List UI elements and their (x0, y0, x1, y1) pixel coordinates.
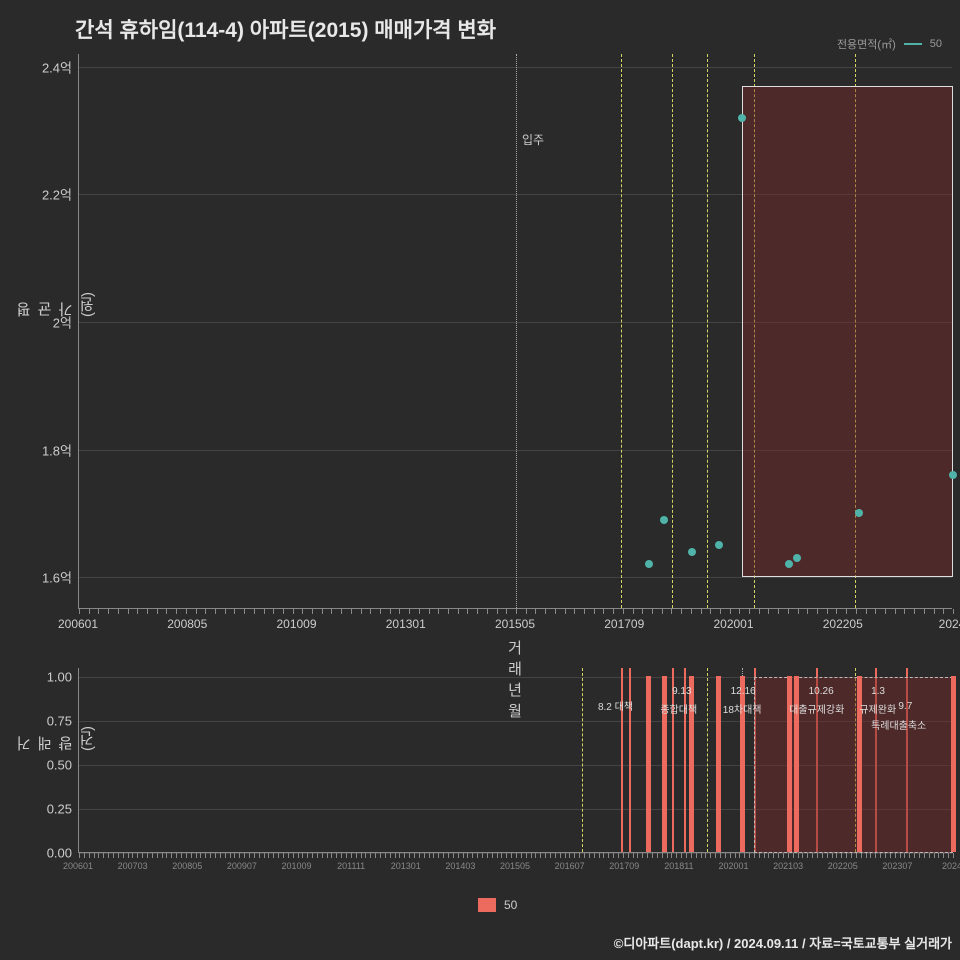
policy-annotation: 12.16 (731, 686, 756, 697)
ytick-label: 0.50 (30, 757, 72, 772)
data-point (949, 471, 957, 479)
xtick-label: 201505 (495, 617, 535, 631)
legend-swatch (478, 898, 496, 912)
ytick-label: 2.4억 (30, 57, 72, 76)
price-chart-plot: 입주 (78, 54, 952, 609)
xtick-label: 200805 (172, 861, 202, 871)
data-point (785, 560, 793, 568)
xtick-label: 201709 (609, 861, 639, 871)
footer-credit: ©디아파트(dapt.kr) / 2024.09.11 / 자료=국토교통부 실… (614, 933, 952, 952)
legend-series-label: 50 (930, 38, 942, 50)
ytick-label: 2.2억 (30, 185, 72, 204)
xtick-label: 2024 (942, 861, 960, 871)
policy-annotation: 규제완화 (859, 701, 896, 716)
chart-container: 간석 휴하임(114-4) 아파트(2015) 매매가격 변화 전용면적(㎡) … (0, 0, 960, 960)
policy-annotation: 1.3 (871, 686, 885, 697)
policy-annotation: 8.2 대책 (598, 698, 633, 713)
data-point (855, 509, 863, 517)
xtick-label: 201301 (391, 861, 421, 871)
ytick-label: 0.00 (30, 846, 72, 861)
xtick-label: 202307 (882, 861, 912, 871)
ytick-label: 1.00 (30, 669, 72, 684)
policy-annotation: 종합대책 (660, 701, 697, 716)
legend-bottom-label: 50 (504, 898, 517, 912)
ytick-label: 1.8억 (30, 440, 72, 459)
data-point (645, 560, 653, 568)
xtick-label: 201709 (604, 617, 644, 631)
xtick-label: 201607 (555, 861, 585, 871)
volume-bar (716, 676, 721, 852)
xtick-label: 201009 (276, 617, 316, 631)
chart-title: 간석 휴하임(114-4) 아파트(2015) 매매가격 변화 (75, 14, 496, 44)
xtick-label: 201811 (664, 861, 693, 871)
xtick-label: 200805 (167, 617, 207, 631)
policy-annotation: 9.7 (898, 701, 912, 712)
xtick-label: 202205 (823, 617, 863, 631)
policy-annotation: 9.13 (672, 686, 691, 697)
xtick-label: 201111 (337, 861, 365, 871)
xtick-label: 200601 (63, 861, 93, 871)
volume-bar (951, 676, 956, 852)
legend-line-marker (904, 43, 922, 45)
data-point (688, 548, 696, 556)
ytick-label: 1.6억 (30, 568, 72, 587)
legend-area-label: 전용면적(㎡) (837, 36, 896, 52)
policy-annotation: 특례대출축소 (871, 717, 926, 732)
xtick-label: 202001 (718, 861, 748, 871)
xtick-label: 201009 (281, 861, 311, 871)
data-point (793, 554, 801, 562)
xtick-label: 200601 (58, 617, 98, 631)
xtick-label: 202001 (713, 617, 753, 631)
volume-bar (646, 676, 651, 852)
legend-bottom: 50 (478, 898, 517, 912)
data-point (715, 541, 723, 549)
ytick-label: 2억 (30, 312, 72, 331)
xtick-label: 2024 (939, 617, 960, 631)
policy-annotation: 10.26 (809, 686, 834, 697)
ytick-label: 0.75 (30, 713, 72, 728)
xtick-label: 202103 (773, 861, 803, 871)
xtick-label: 201403 (445, 861, 475, 871)
xtick-label: 200907 (227, 861, 257, 871)
data-point (738, 114, 746, 122)
policy-annotation: 18차대책 (723, 701, 762, 716)
volume-chart-plot: 8.2 대책 9.13 종합대책 12.16 18차대책 10.26 대출규제강화 1.3 규제… (78, 668, 952, 853)
xtick-label: 201301 (386, 617, 426, 631)
occupancy-label: 입주 (522, 131, 544, 148)
xtick-label: 201505 (500, 861, 530, 871)
legend-top: 전용면적(㎡) 50 (837, 36, 942, 52)
ytick-label: 0.25 (30, 801, 72, 816)
xtick-label: 200703 (118, 861, 148, 871)
policy-annotation: 대출규제강화 (789, 701, 844, 716)
xtick-label: 202205 (828, 861, 858, 871)
data-point (660, 516, 668, 524)
